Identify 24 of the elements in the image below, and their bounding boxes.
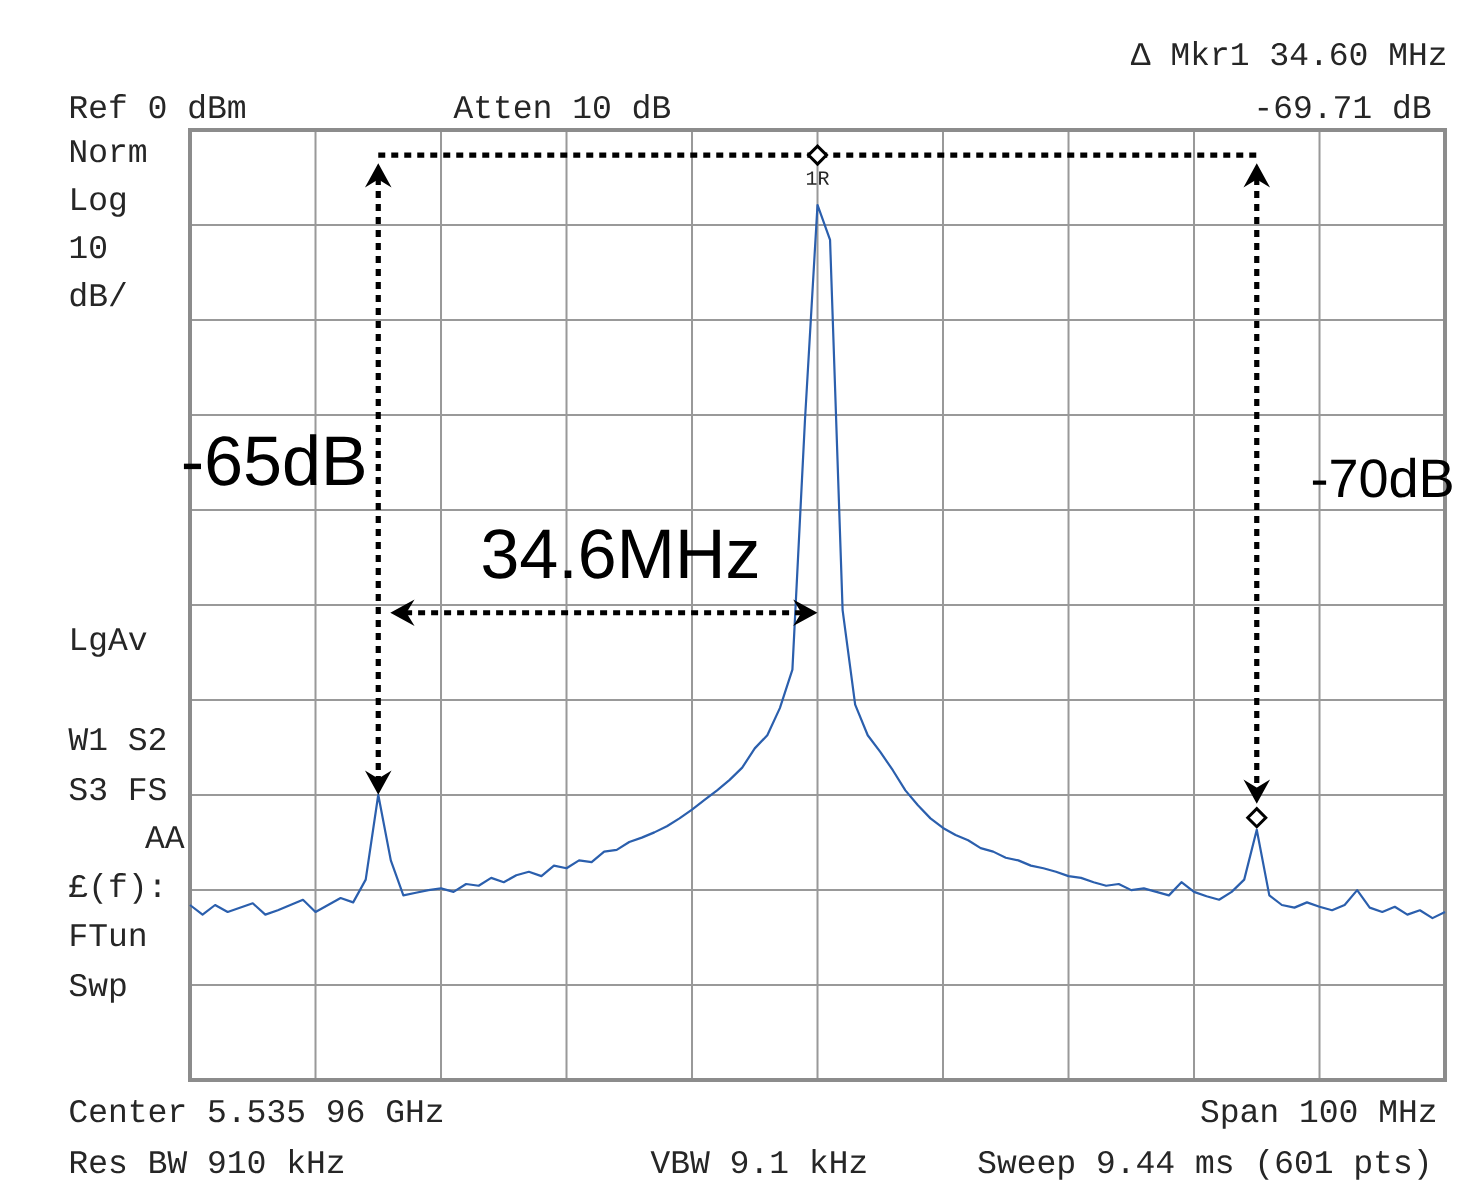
text: AA	[145, 826, 185, 848]
text: VBW 9.1 kHz	[650, 1149, 866, 1174]
text: Log	[72, 188, 125, 217]
annotation: -65dB	[183, 434, 364, 486]
text: dB/	[70, 282, 126, 307]
text: S3 FS	[69, 777, 166, 801]
text: FTun	[71, 924, 145, 947]
text: LgAv	[72, 628, 147, 657]
text: 10	[70, 235, 106, 259]
text: Atten 10 dB	[453, 94, 670, 119]
text: -69.71 dB	[1258, 94, 1431, 119]
text: Norm	[71, 140, 146, 163]
text: 1R	[806, 171, 830, 185]
text: Ref 0 dBm	[71, 94, 245, 119]
annotation: 34.6MHz	[483, 529, 757, 579]
text: Center 5.535 96 GHz	[70, 1099, 443, 1123]
text: Δ Mkr1 34.60 MHz	[1130, 41, 1445, 66]
text: Sweep 9.44 ms (601 pts)	[978, 1149, 1428, 1180]
annotation: -70dB	[1312, 457, 1452, 498]
text: £(f):	[69, 873, 160, 904]
text: Span 100 MHz	[1201, 1099, 1435, 1129]
text: Swp	[69, 973, 126, 1003]
text: W1 S2	[68, 727, 166, 751]
text: Res BW 910 kHz	[71, 1149, 344, 1174]
